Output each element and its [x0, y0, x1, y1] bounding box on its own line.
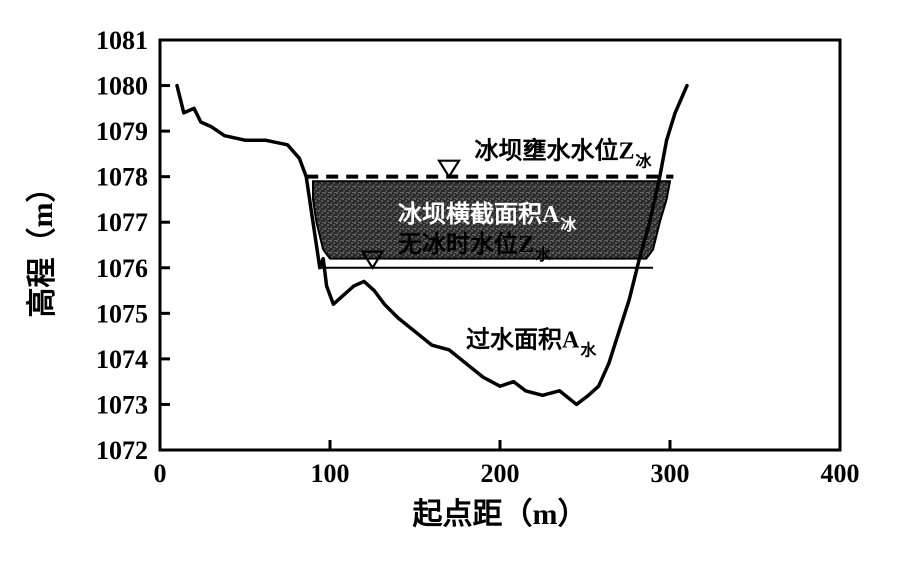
y-tick-label: 1078 [96, 163, 148, 192]
x-tick-label: 200 [481, 459, 520, 488]
x-tick-label: 0 [154, 459, 167, 488]
y-tick-label: 1077 [96, 208, 148, 237]
x-tick-label: 100 [311, 459, 350, 488]
x-tick-label: 300 [651, 459, 690, 488]
flow-area-label: 过水面积A水 [466, 327, 597, 360]
y-tick-label: 1076 [96, 254, 148, 283]
svg-text:冰坝壅水水位Z冰: 冰坝壅水水位Z冰 [475, 136, 653, 170]
backwater-label: 冰坝壅水水位Z冰 [475, 136, 653, 170]
y-tick-label: 1079 [96, 117, 148, 146]
svg-text:高程（m）: 高程（m） [25, 173, 59, 318]
y-tick-label: 1075 [96, 299, 148, 328]
y-tick-label: 1080 [96, 72, 148, 101]
svg-text:过水面积A水: 过水面积A水 [466, 327, 597, 360]
y-tick-label: 1073 [96, 390, 148, 419]
svg-text:起点距（m）: 起点距（m） [413, 497, 588, 531]
y-tick-label: 1074 [96, 345, 148, 374]
x-tick-label: 400 [821, 459, 860, 488]
cross-section-chart: 0 100 200 300 400 起点距（m） 1072 1073 1074 1075 1076 1… [0, 0, 922, 581]
y-tick-label: 1081 [96, 26, 148, 55]
water-level-icon [439, 161, 459, 177]
y-tick-label: 1072 [96, 436, 148, 465]
